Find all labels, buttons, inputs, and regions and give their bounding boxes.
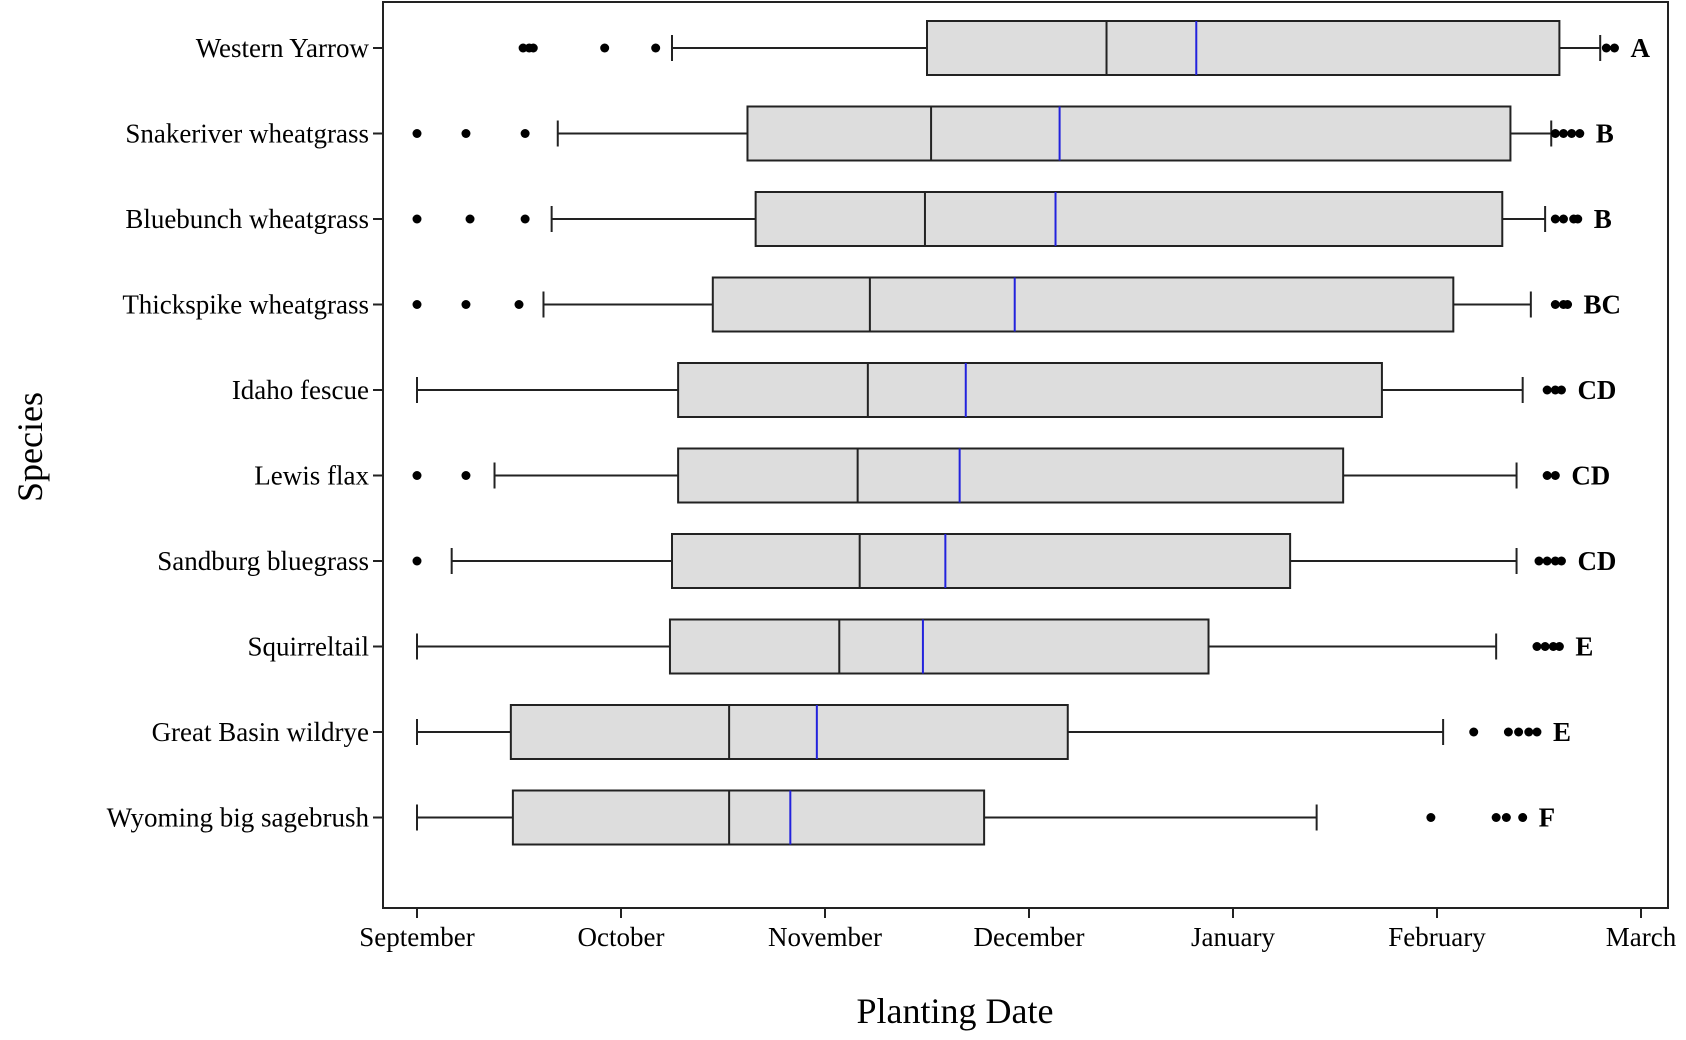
group-letter: B bbox=[1594, 204, 1612, 234]
outlier-point bbox=[528, 43, 538, 53]
outlier-point bbox=[1503, 727, 1513, 737]
outlier-point bbox=[412, 471, 422, 480]
box-snakeriver-wheatgrass bbox=[412, 105, 1585, 162]
iqr-box bbox=[926, 20, 1561, 76]
x-tick-label: November bbox=[768, 922, 882, 952]
outlier-point bbox=[1542, 471, 1552, 480]
box-lewis-flax bbox=[412, 447, 1560, 504]
outlier-point bbox=[1491, 813, 1501, 822]
group-letter: A bbox=[1630, 33, 1650, 63]
outlier-point bbox=[1556, 556, 1566, 566]
iqr-box bbox=[746, 105, 1512, 162]
group-letter: E bbox=[1553, 717, 1571, 747]
outlier-point bbox=[1518, 813, 1528, 822]
x-tick-label: December bbox=[974, 922, 1085, 952]
outlier-point bbox=[1567, 129, 1577, 138]
x-tick-label: February bbox=[1388, 922, 1486, 952]
box-squirreltail bbox=[416, 618, 1564, 675]
outlier-point bbox=[1540, 642, 1550, 651]
y-axis-title: Species bbox=[10, 392, 50, 502]
outlier-point bbox=[1556, 385, 1566, 395]
x-tick-label: March bbox=[1606, 922, 1677, 952]
x-tick-label: October bbox=[578, 922, 665, 952]
outlier-point bbox=[461, 129, 471, 138]
iqr-box bbox=[668, 618, 1210, 675]
outlier-point bbox=[520, 129, 530, 138]
outlier-point bbox=[1550, 129, 1560, 138]
outlier-point bbox=[651, 43, 661, 53]
category-label: Sandburg bluegrass bbox=[157, 546, 369, 576]
outlier-point bbox=[1575, 129, 1585, 138]
group-letter: CD bbox=[1577, 546, 1616, 576]
outlier-point bbox=[1542, 556, 1552, 566]
outlier-point bbox=[520, 214, 530, 224]
outlier-point bbox=[1550, 300, 1560, 309]
outlier-point bbox=[412, 129, 422, 138]
category-label: Great Basin wildrye bbox=[152, 717, 369, 747]
outlier-point bbox=[1550, 214, 1560, 224]
category-label: Idaho fescue bbox=[232, 375, 369, 405]
category-label: Squirreltail bbox=[248, 632, 369, 662]
category-label: Thickspike wheatgrass bbox=[122, 290, 369, 320]
group-letter: E bbox=[1575, 632, 1593, 662]
box-idaho-fescue bbox=[416, 362, 1566, 418]
iqr-box bbox=[754, 191, 1504, 247]
group-letter: CD bbox=[1577, 375, 1616, 405]
outlier-point bbox=[1558, 214, 1568, 224]
group-letter: F bbox=[1539, 803, 1556, 833]
outlier-point bbox=[1550, 471, 1560, 480]
outlier-point bbox=[461, 471, 471, 480]
outlier-point bbox=[1573, 214, 1583, 224]
outlier-point bbox=[412, 214, 422, 224]
outlier-point bbox=[1609, 43, 1619, 53]
outlier-point bbox=[465, 214, 475, 224]
box-wyoming-big-sagebrush bbox=[416, 789, 1528, 846]
group-letter: B bbox=[1596, 119, 1614, 149]
plot-frame bbox=[382, 1, 1669, 909]
category-label: Snakeriver wheatgrass bbox=[125, 119, 369, 149]
group-letter: BC bbox=[1584, 290, 1622, 320]
outlier-point bbox=[1514, 727, 1524, 737]
x-tick-label: January bbox=[1191, 922, 1275, 952]
outlier-point bbox=[1532, 642, 1542, 651]
iqr-box bbox=[511, 789, 986, 846]
category-label: Bluebunch wheatgrass bbox=[125, 204, 369, 234]
box-western-yarrow bbox=[518, 20, 1619, 76]
x-axis-title: Planting Date bbox=[857, 991, 1054, 1031]
group-letter: CD bbox=[1571, 461, 1610, 491]
outlier-point bbox=[1601, 43, 1611, 53]
outlier-point bbox=[1554, 642, 1564, 651]
outlier-point bbox=[1426, 813, 1436, 822]
category-label: Lewis flax bbox=[254, 461, 369, 491]
category-label: Wyoming big sagebrush bbox=[107, 803, 370, 833]
outlier-point bbox=[1563, 300, 1573, 309]
outlier-point bbox=[1542, 385, 1552, 395]
iqr-box bbox=[509, 704, 1069, 760]
outlier-point bbox=[461, 300, 471, 309]
box-great-basin-wildrye bbox=[416, 704, 1542, 760]
box-sandburg-bluegrass bbox=[412, 533, 1566, 589]
outlier-point bbox=[1501, 813, 1511, 822]
outlier-point bbox=[1532, 727, 1542, 737]
box-bluebunch-wheatgrass bbox=[412, 191, 1583, 247]
iqr-box bbox=[671, 533, 1292, 589]
outlier-point bbox=[514, 300, 524, 309]
category-label: Western Yarrow bbox=[196, 33, 370, 63]
iqr-box bbox=[711, 276, 1455, 333]
outlier-point bbox=[1524, 727, 1534, 737]
outlier-point bbox=[412, 556, 422, 566]
outlier-point bbox=[1558, 129, 1568, 138]
outlier-point bbox=[1534, 556, 1544, 566]
iqr-box bbox=[677, 362, 1383, 418]
outlier-point bbox=[1469, 727, 1479, 737]
box-thickspike-wheatgrass bbox=[412, 276, 1573, 333]
iqr-box bbox=[677, 447, 1345, 504]
x-tick-label: September bbox=[359, 922, 474, 952]
outlier-point bbox=[600, 43, 610, 53]
outlier-point bbox=[412, 300, 422, 309]
